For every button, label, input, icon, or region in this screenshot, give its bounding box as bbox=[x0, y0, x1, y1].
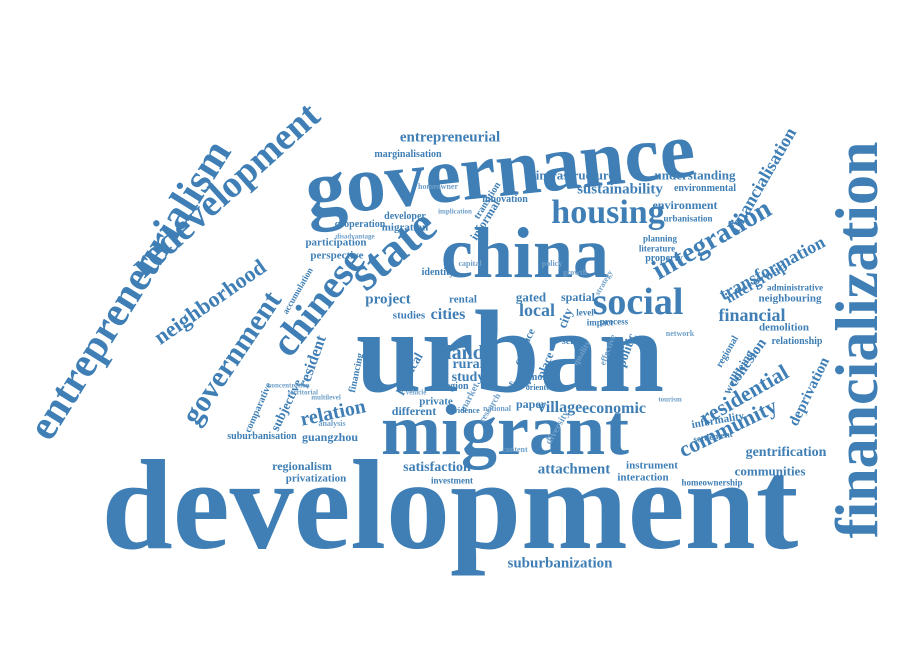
cloud-word-investment: investment bbox=[431, 475, 473, 486]
cloud-word-housing: housing bbox=[551, 194, 665, 231]
cloud-word-homeowner: homeowner bbox=[418, 182, 458, 191]
cloud-word-region: region bbox=[441, 381, 469, 392]
cloud-word-evidence: evidence bbox=[450, 406, 480, 415]
cloud-word-private: private bbox=[419, 395, 453, 408]
cloud-word-sustainability: sustainability bbox=[577, 181, 663, 198]
cloud-word-different: different bbox=[391, 404, 437, 418]
cloud-word-multilevel: multilevel bbox=[311, 393, 341, 402]
cloud-word-study: study bbox=[451, 370, 485, 385]
cloud-word-tourism: tourism bbox=[658, 395, 682, 404]
cloud-word-level: level bbox=[576, 307, 594, 318]
cloud-word-infrastructure: infrastructure bbox=[535, 167, 615, 183]
cloud-word-relationship: relationship bbox=[771, 336, 823, 347]
cloud-word-migration: migration bbox=[381, 221, 429, 234]
cloud-word-territorial: territorial bbox=[288, 388, 318, 397]
cloud-word-economic: economic bbox=[582, 400, 646, 417]
cloud-word-project: project bbox=[365, 291, 411, 308]
cloud-word-financial: financial bbox=[718, 305, 786, 325]
cloud-word-studies: studies bbox=[392, 309, 426, 322]
cloud-word-migrant: migrant bbox=[381, 390, 629, 470]
cloud-word-privatization: privatization bbox=[285, 472, 347, 485]
cloud-word-rental: rental bbox=[449, 293, 477, 306]
cloud-word-cities: cities bbox=[430, 306, 466, 323]
cloud-word-vehicle: vehicle bbox=[405, 388, 427, 397]
cloud-word-impact: impact bbox=[586, 317, 614, 328]
cloud-word-urban: urban bbox=[355, 286, 665, 417]
cloud-word-rural: rural bbox=[452, 357, 484, 372]
cloud-word-implication: implication bbox=[438, 207, 472, 216]
cloud-word-analysis: analysis bbox=[318, 419, 346, 428]
cloud-word-more: more bbox=[528, 372, 552, 383]
cloud-word-oriented: oriented bbox=[525, 383, 555, 392]
cloud-word-process: process bbox=[599, 316, 629, 327]
cloud-word-marginalisation: marginalisation bbox=[374, 149, 442, 160]
cloud-word-satisfaction: satisfaction bbox=[403, 460, 471, 475]
cloud-word-property: property bbox=[645, 253, 683, 264]
cloud-word-scale: scale bbox=[508, 377, 532, 390]
cloud-word-suburbanisation: suburbanisation bbox=[227, 431, 297, 442]
cloud-word-understanding: understanding bbox=[654, 167, 736, 183]
cloud-word-perspective: perspective bbox=[310, 249, 364, 262]
cloud-word-participation: participation bbox=[305, 236, 367, 249]
cloud-word-village: village bbox=[537, 399, 583, 416]
cloud-word-planning: planning bbox=[642, 233, 678, 244]
cloud-word-attachment: attachment bbox=[537, 461, 611, 478]
cloud-word-content: content bbox=[502, 445, 528, 454]
cloud-word-instrument: instrument bbox=[626, 459, 678, 472]
cloud-word-spatial: spatial bbox=[560, 290, 596, 304]
cloud-word-network: network bbox=[665, 329, 695, 338]
cloud-word-cooperation: cooperation bbox=[334, 219, 386, 230]
cloud-word-literature: literature bbox=[638, 243, 676, 254]
cloud-word-social: social bbox=[592, 281, 684, 323]
cloud-word-suburbanization: suburbanization bbox=[507, 555, 613, 572]
cloud-word-neighbouring: neighbouring bbox=[758, 292, 822, 305]
cloud-word-homeownership: homeownership bbox=[681, 477, 743, 488]
cloud-word-guangzhou: guangzhou bbox=[301, 430, 359, 444]
cloud-word-identity: identity bbox=[421, 267, 455, 278]
cloud-word-environmental: environmental bbox=[673, 183, 737, 194]
cloud-word-policy: policy bbox=[541, 259, 563, 268]
cloud-word-capital: capital bbox=[458, 259, 482, 268]
cloud-word-growth: growth bbox=[562, 268, 588, 277]
cloud-word-development: development bbox=[101, 434, 799, 576]
cloud-word-concentration: concentration bbox=[268, 381, 310, 390]
cloud-word-regionalism: regionalism bbox=[272, 459, 332, 473]
cloud-word-redevelopment: redevelopment bbox=[121, 94, 329, 286]
cloud-word-gated: gated bbox=[515, 289, 547, 305]
cloud-word-china: china bbox=[440, 213, 610, 293]
cloud-word-innovation: innovation bbox=[482, 194, 528, 205]
cloud-word-sense: sense bbox=[561, 336, 585, 347]
cloud-word-national: national bbox=[482, 404, 512, 413]
cloud-word-interaction: interaction bbox=[617, 471, 669, 484]
cloud-word-land: land bbox=[446, 342, 484, 364]
cloud-word-financialization: financialization bbox=[824, 141, 890, 539]
cloud-word-disadvantage: disadvantage bbox=[335, 232, 375, 241]
cloud-word-gentrification: gentrification bbox=[745, 445, 827, 460]
cloud-word-developer: developer bbox=[384, 211, 426, 222]
cloud-word-local: local bbox=[519, 300, 555, 320]
cloud-word-administrative: administrative bbox=[767, 282, 823, 293]
cloud-word-demolition: demolition bbox=[758, 321, 810, 334]
cloud-word-urbanisation: urbanisation bbox=[663, 213, 713, 224]
cloud-word-environment: environment bbox=[652, 198, 718, 212]
cloud-word-entrepreneurial: entrepreneurial bbox=[399, 129, 501, 146]
cloud-word-communities: communities bbox=[734, 463, 806, 479]
cloud-word-paper: paper bbox=[516, 397, 546, 411]
